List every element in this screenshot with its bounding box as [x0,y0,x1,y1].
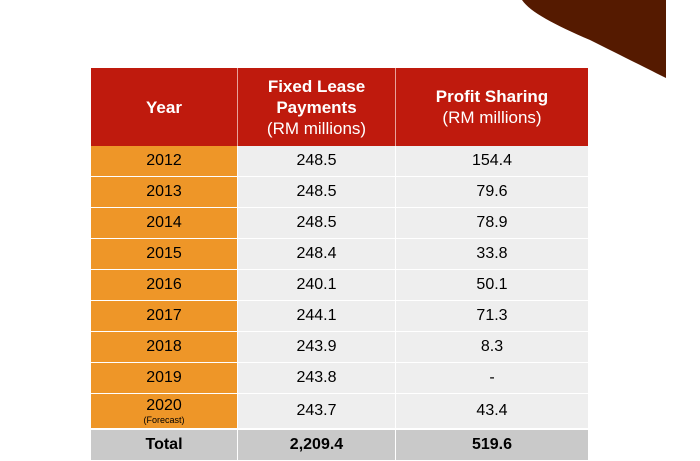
lease-payments-table: Year Fixed Lease Payments (RM millions) … [91,68,588,461]
profit-sharing-cell: 78.9 [396,208,588,239]
fixed-lease-cell: 244.1 [238,301,396,332]
profit-sharing-cell: 43.4 [396,394,588,429]
total-fixed-lease: 2,209.4 [238,429,396,461]
header-year-title: Year [146,97,182,117]
profit-sharing-cell: 154.4 [396,146,588,177]
table-row: 2017 244.1 71.3 [91,301,588,332]
year-cell: 2019 [91,363,238,394]
fixed-lease-cell: 248.5 [238,146,396,177]
profit-sharing-cell: 33.8 [396,239,588,270]
profit-sharing-cell: 71.3 [396,301,588,332]
fixed-lease-cell: 243.7 [238,394,396,429]
profit-sharing-cell: 8.3 [396,332,588,363]
table-row: 2015 248.4 33.8 [91,239,588,270]
fixed-lease-cell: 248.4 [238,239,396,270]
table-header-row: Year Fixed Lease Payments (RM millions) … [91,68,588,146]
fixed-lease-cell: 248.5 [238,177,396,208]
total-row: Total 2,209.4 519.6 [91,429,588,461]
header-profit-sharing: Profit Sharing (RM millions) [396,68,588,146]
profit-sharing-cell: 50.1 [396,270,588,301]
fixed-lease-cell: 240.1 [238,270,396,301]
table-row: 2019 243.8 - [91,363,588,394]
fixed-lease-cell: 243.8 [238,363,396,394]
table-row: 2020 (Forecast) 243.7 43.4 [91,394,588,429]
table-row: 2012 248.5 154.4 [91,146,588,177]
header-profit-sharing-unit: (RM millions) [442,108,542,127]
table-row: 2018 243.9 8.3 [91,332,588,363]
header-fixed-lease-unit: (RM millions) [266,118,367,138]
header-profit-sharing-title: Profit Sharing [435,87,549,106]
total-profit-sharing: 519.6 [396,429,588,461]
forecast-note: (Forecast) [143,415,185,425]
year-cell: 2020 (Forecast) [91,394,238,429]
year-cell: 2013 [91,177,238,208]
total-label: Total [91,429,238,461]
year-value: 2020 [146,397,182,414]
year-cell: 2016 [91,270,238,301]
header-fixed-lease-title: Fixed Lease Payments [267,76,366,117]
profit-sharing-cell: 79.6 [396,177,588,208]
header-year: Year [91,68,238,146]
year-cell: 2018 [91,332,238,363]
profit-sharing-cell: - [396,363,588,394]
year-cell: 2015 [91,239,238,270]
fixed-lease-cell: 243.9 [238,332,396,363]
table-row: 2016 240.1 50.1 [91,270,588,301]
table-row: 2013 248.5 79.6 [91,177,588,208]
header-fixed-lease: Fixed Lease Payments (RM millions) [238,68,396,146]
year-cell: 2014 [91,208,238,239]
year-cell: 2017 [91,301,238,332]
fixed-lease-cell: 248.5 [238,208,396,239]
table-row: 2014 248.5 78.9 [91,208,588,239]
year-cell: 2012 [91,146,238,177]
